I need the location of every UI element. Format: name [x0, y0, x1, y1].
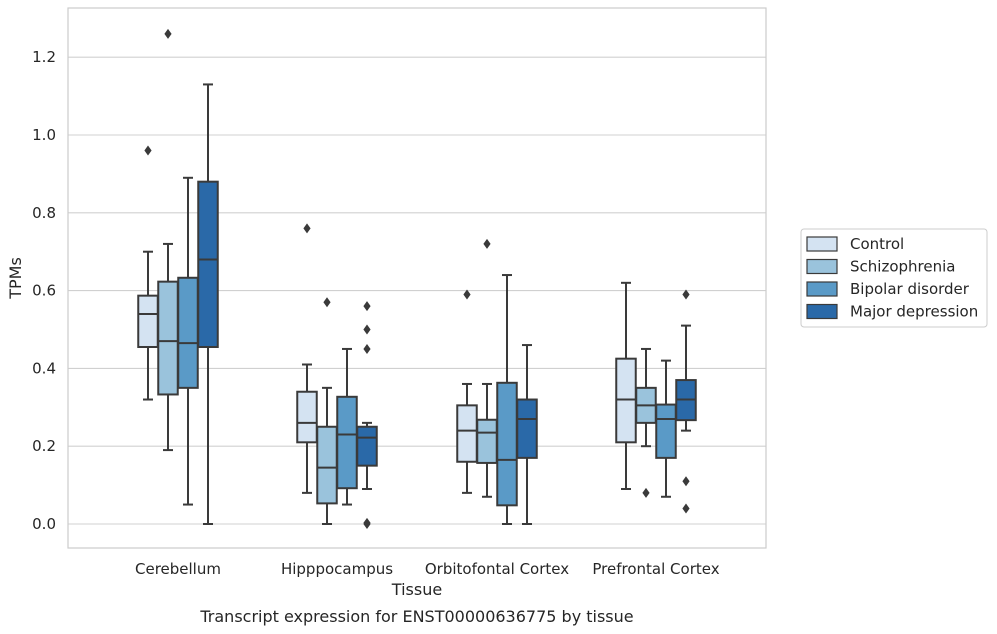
box-bipolar-disorder	[655, 359, 677, 498]
legend: Control Schizophrenia Bipolar disorder Majo…	[800, 228, 988, 328]
legend-label: Schizophrenia	[850, 258, 955, 276]
outlier-point	[463, 289, 471, 300]
y-tick-label: 0.8	[32, 204, 56, 222]
x-tick-labels: Cerebellum Hipppocampus Orbitofontal Corte…	[135, 560, 720, 578]
y-tick-label: 0.4	[32, 359, 56, 377]
y-tick-label: 0.2	[32, 437, 56, 455]
box-bipolar-disorder	[336, 347, 358, 506]
legend-label: Major depression	[850, 303, 978, 321]
box-major-depression	[356, 301, 378, 529]
outlier-point	[363, 343, 371, 354]
box-body	[177, 276, 199, 389]
box-control	[296, 223, 318, 494]
box-body	[157, 280, 179, 396]
box-schizophrenia	[157, 28, 179, 452]
box-major-depression	[197, 83, 219, 525]
box-body	[655, 403, 677, 459]
outlier-point	[164, 28, 172, 39]
box-schizophrenia	[635, 347, 657, 498]
outlier-point	[144, 145, 152, 156]
box-body	[296, 390, 318, 444]
box-control	[137, 145, 159, 401]
outlier-point	[323, 297, 331, 308]
outlier-point	[363, 517, 371, 528]
outlier-point	[303, 223, 311, 234]
box-bipolar-disorder	[496, 274, 518, 525]
x-tick-label: Orbitofontal Cortex	[425, 560, 569, 578]
y-tick-label: 1.2	[32, 48, 56, 66]
outlier-point	[682, 503, 690, 514]
box-body	[356, 425, 378, 467]
box-body	[456, 404, 478, 463]
outlier-point	[483, 238, 491, 249]
y-tick-labels: 0.0 0.2 0.4 0.6 0.8 1.0 1.2	[32, 48, 56, 533]
box-body	[197, 180, 219, 349]
box-body	[476, 418, 498, 464]
box-control	[456, 289, 478, 494]
x-tick-label: Hipppocampus	[281, 560, 393, 578]
outlier-point	[363, 324, 371, 335]
box-body	[336, 395, 358, 490]
y-tick-label: 0.6	[32, 282, 56, 300]
box-major-depression	[675, 289, 697, 514]
x-axis-label: Tissue	[391, 580, 442, 599]
box-schizophrenia	[316, 297, 338, 525]
outlier-point	[682, 289, 690, 300]
legend-frame	[800, 228, 988, 328]
box-body	[516, 398, 538, 459]
plot-frame	[67, 7, 767, 549]
y-axis-label: TPMs	[6, 257, 25, 300]
box-body	[316, 425, 338, 505]
legend-label: Control	[850, 235, 904, 253]
box-major-depression	[516, 344, 538, 525]
legend-label: Bipolar disorder	[850, 280, 970, 298]
plot-area	[68, 8, 766, 548]
legend-swatch	[806, 236, 838, 252]
legend-swatch	[806, 258, 838, 275]
legend-swatch	[806, 281, 838, 297]
box-body	[137, 294, 159, 349]
outlier-point	[682, 476, 690, 487]
legend-swatch	[806, 303, 838, 320]
y-tick-label: 0.0	[32, 515, 56, 533]
y-tick-label: 1.0	[32, 126, 56, 144]
x-tick-label: Cerebellum	[135, 560, 221, 578]
box-body	[496, 381, 518, 507]
figure-caption: Transcript expression for ENST0000063677…	[199, 607, 633, 626]
x-tick-label: Prefrontal Cortex	[592, 560, 719, 578]
outlier-point	[363, 301, 371, 312]
box-plots	[137, 28, 697, 529]
outlier-point	[642, 487, 650, 498]
